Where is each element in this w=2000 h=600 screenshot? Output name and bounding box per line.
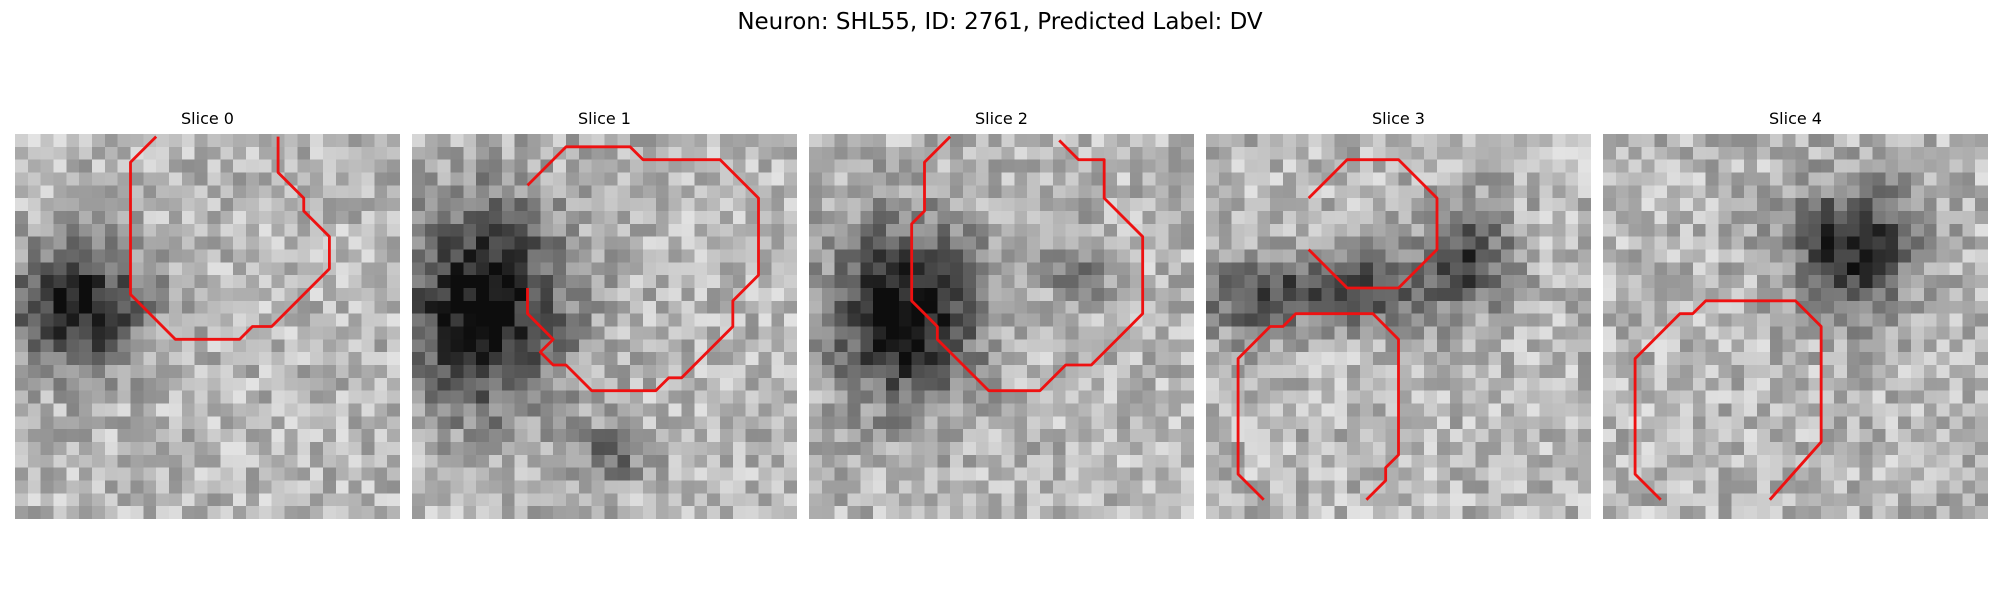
slice-panel-3: Slice 3 [1206, 108, 1591, 519]
roi-contour-3-b [1236, 312, 1400, 501]
roi-contour-4 [1633, 299, 1823, 501]
figure-title: Neuron: SHL55, ID: 2761, Predicted Label… [737, 9, 1263, 35]
slice-title-1: Slice 1 [578, 109, 631, 128]
slice-panel-1: Slice 1 [412, 108, 797, 519]
slice-title-3: Slice 3 [1372, 109, 1425, 128]
slice-image-3 [1206, 134, 1591, 519]
slice-panel-4: Slice 4 [1603, 108, 1988, 519]
slice-overlay-3 [1236, 158, 1439, 501]
slice-title-0: Slice 0 [181, 109, 234, 128]
slice-overlay-1 [526, 145, 760, 393]
slice-title-4: Slice 4 [1769, 109, 1822, 128]
roi-contour-0 [129, 135, 331, 341]
slice-image-0 [15, 134, 400, 519]
slice-overlay-0 [129, 135, 331, 341]
slice-overlay-2 [910, 135, 1145, 393]
roi-contour-2 [910, 135, 1145, 393]
slice-panel-0: Slice 0 [15, 108, 400, 519]
slice-overlay-4 [1633, 299, 1823, 501]
slice-title-2: Slice 2 [975, 109, 1028, 128]
roi-contour-1 [526, 145, 760, 393]
slice-canvas-0 [15, 134, 400, 519]
slice-image-4 [1603, 134, 1988, 519]
slice-image-1 [412, 134, 797, 519]
slice-panel-2: Slice 2 [809, 108, 1194, 519]
slice-image-2 [809, 134, 1194, 519]
roi-contour-3 [1307, 158, 1439, 290]
